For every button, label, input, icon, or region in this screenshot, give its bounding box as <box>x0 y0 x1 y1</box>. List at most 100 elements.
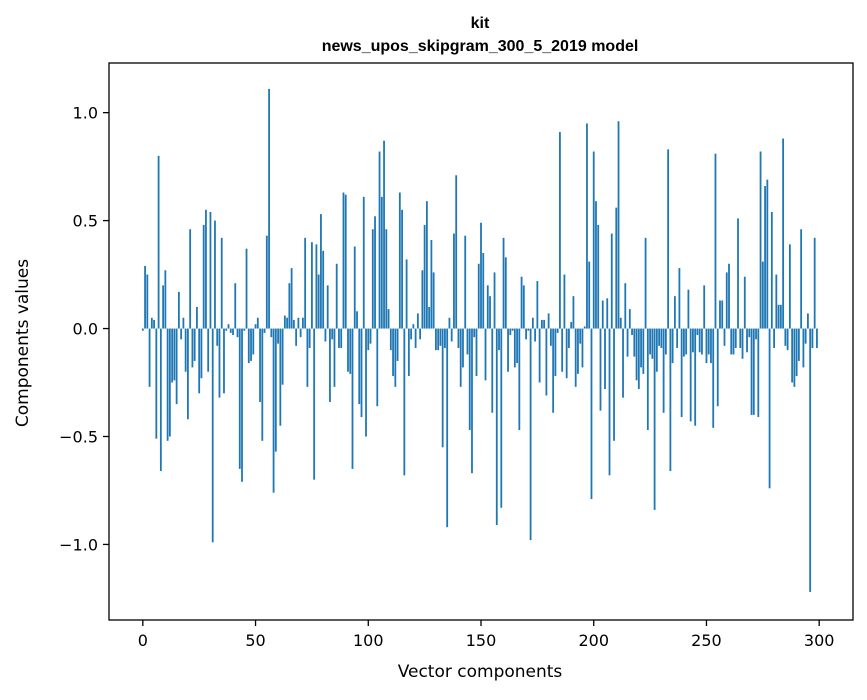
bar <box>191 328 194 368</box>
bar <box>214 220 216 329</box>
x-tick-label: 100 <box>353 631 384 650</box>
bar <box>162 285 165 329</box>
bar <box>680 328 683 418</box>
bar <box>540 319 543 329</box>
y-tick-label: 0.5 <box>73 212 98 231</box>
bar <box>317 274 320 329</box>
bar <box>383 140 385 329</box>
y-tick-label: −1.0 <box>59 535 98 554</box>
bar <box>568 328 570 348</box>
bar <box>347 328 349 372</box>
bar <box>326 285 329 329</box>
chart-title: kit <box>471 15 490 32</box>
bar <box>329 328 331 402</box>
bar <box>450 328 453 342</box>
bar <box>272 328 275 493</box>
bar <box>401 209 403 329</box>
bar <box>196 306 198 329</box>
x-tick-label: 250 <box>691 631 722 650</box>
bar <box>338 328 340 348</box>
bar <box>279 328 282 426</box>
bar <box>664 328 667 355</box>
bar <box>477 263 480 329</box>
bar <box>144 265 146 329</box>
bar <box>779 304 782 329</box>
bar <box>509 328 512 336</box>
bar <box>225 328 228 331</box>
bar <box>444 328 446 348</box>
bar <box>770 211 773 329</box>
bar <box>241 328 243 482</box>
bar <box>662 328 665 413</box>
bar <box>687 289 690 329</box>
bar <box>376 328 379 407</box>
bar <box>320 214 322 329</box>
bar <box>378 151 381 329</box>
bar <box>498 328 500 351</box>
bar <box>750 328 753 415</box>
bar <box>207 328 210 372</box>
bar <box>631 328 633 336</box>
bar <box>734 328 737 348</box>
bar <box>245 248 248 329</box>
bar <box>570 322 573 329</box>
bar <box>349 328 352 374</box>
bar <box>259 328 261 402</box>
bar <box>166 328 169 441</box>
bar <box>374 216 376 329</box>
bar <box>157 155 160 329</box>
y-axis-ticks: −1.0 −0.5 0.0 0.5 1.0 <box>59 104 109 554</box>
bar <box>380 196 383 329</box>
bar <box>601 300 604 329</box>
bar <box>556 328 559 333</box>
bar <box>773 328 775 348</box>
bars-group <box>141 88 818 592</box>
bar <box>599 328 602 411</box>
bar <box>299 328 302 338</box>
bar <box>520 276 523 329</box>
bar <box>748 328 751 338</box>
bar <box>701 328 703 355</box>
bar <box>202 224 205 329</box>
x-tick-label: 0 <box>138 631 148 650</box>
bar <box>198 328 201 394</box>
bar <box>486 285 489 329</box>
bar <box>547 313 550 329</box>
bar <box>613 328 615 441</box>
bar <box>703 285 706 329</box>
bar <box>622 328 624 398</box>
bar <box>177 291 180 329</box>
bar <box>371 229 374 329</box>
bar <box>394 328 397 387</box>
bar <box>437 328 440 351</box>
bar <box>755 328 757 340</box>
bar <box>563 274 566 329</box>
bar <box>353 246 356 329</box>
bar <box>610 233 613 329</box>
bar <box>164 270 167 329</box>
bar <box>543 319 546 329</box>
bar <box>331 328 334 340</box>
bar <box>385 229 388 329</box>
bar <box>793 328 796 387</box>
bar <box>464 235 467 329</box>
bar <box>784 328 787 346</box>
x-tick-label: 300 <box>804 631 835 650</box>
bar <box>175 328 178 405</box>
bar <box>529 328 532 541</box>
bar <box>484 328 487 381</box>
bar <box>232 328 234 336</box>
bar <box>552 328 555 413</box>
bar <box>268 88 270 329</box>
x-axis-label: Vector components <box>398 662 563 682</box>
bar <box>707 328 710 355</box>
bar <box>457 328 460 348</box>
bar <box>800 229 803 329</box>
bar <box>660 328 663 348</box>
bar <box>545 328 548 396</box>
bar <box>295 328 298 346</box>
x-tick-label: 50 <box>245 631 265 650</box>
bar <box>360 328 363 418</box>
bar <box>667 149 670 329</box>
